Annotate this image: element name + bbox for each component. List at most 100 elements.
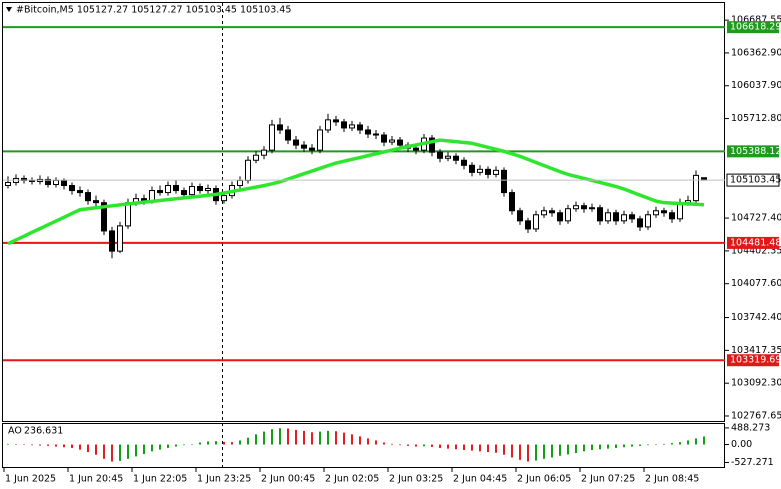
osc-bar <box>583 444 585 452</box>
current-price-box <box>726 173 780 187</box>
candle-body <box>85 192 91 202</box>
candle-body <box>381 134 387 143</box>
candle-body <box>277 124 283 131</box>
x-tick-label: 2 Jun 00:45 <box>261 474 315 485</box>
osc-bar <box>647 444 649 446</box>
candle-body <box>293 139 299 146</box>
osc-bar <box>279 428 281 445</box>
candle-body <box>69 185 75 192</box>
oscillator-pane-frame <box>2 423 725 468</box>
candle-body <box>341 121 347 129</box>
chart-title: #Bitcoin,M5 105127.27 105127.27 105103.4… <box>16 5 291 16</box>
x-tick-label: 2 Jun 06:05 <box>517 474 571 485</box>
candle-body <box>197 186 203 192</box>
osc-bar <box>383 442 385 445</box>
osc-bar <box>127 444 129 459</box>
x-tick-label: 2 Jun 04:45 <box>453 474 507 485</box>
candle-body <box>501 169 507 194</box>
osc-y-tick-label: -527.271 <box>731 457 774 468</box>
osc-bar <box>367 438 369 445</box>
candle-body <box>389 139 395 143</box>
candle-body <box>629 214 635 220</box>
candle-body <box>301 144 307 149</box>
osc-bar <box>591 444 593 450</box>
osc-bar <box>407 444 409 446</box>
candle-body <box>173 185 179 192</box>
candle-body <box>253 154 259 161</box>
candle-body <box>565 208 571 222</box>
candle-body <box>333 119 339 123</box>
candle-body <box>461 159 467 166</box>
candle-body <box>613 212 619 222</box>
osc-bar <box>327 430 329 445</box>
osc-bar <box>455 444 457 450</box>
osc-bar <box>191 444 193 445</box>
osc-bar <box>111 444 113 462</box>
y-tick-label: 106362.90 <box>731 47 781 58</box>
candle-body <box>493 169 499 175</box>
candle-body <box>509 192 515 212</box>
plot: 106687.55 106362.90 106037.90 105712.80 1047… <box>3 15 781 485</box>
osc-bar <box>503 444 505 455</box>
osc-bar <box>543 444 545 459</box>
candle-body <box>125 202 131 227</box>
candle-body <box>589 207 595 210</box>
osc-bar <box>615 444 617 448</box>
candle-body <box>397 139 403 146</box>
osc-bar <box>319 431 321 445</box>
osc-bar <box>519 444 521 460</box>
candle-body <box>661 210 667 214</box>
osc-bar <box>463 444 465 450</box>
y-tick-label: 103742.40 <box>731 312 781 323</box>
candle-body <box>429 137 435 153</box>
candle-body <box>557 212 563 222</box>
osc-bar <box>295 429 297 445</box>
osc-bar <box>39 444 41 446</box>
osc-bar <box>135 444 137 457</box>
osc-bar <box>479 444 481 452</box>
osc-bar <box>199 442 201 445</box>
level-label: 105388.12 <box>730 146 781 157</box>
osc-bar <box>655 444 657 446</box>
osc-name: AO <box>8 426 22 437</box>
osc-bar <box>487 444 489 453</box>
osc-bar <box>247 437 249 445</box>
osc-bar <box>703 436 705 445</box>
osc-bar <box>375 440 377 445</box>
osc-bar <box>143 444 145 455</box>
osc-bar <box>263 431 265 445</box>
y-tick-label: 104077.60 <box>731 278 781 289</box>
candle-body <box>205 188 211 192</box>
candle-body <box>485 168 491 175</box>
osc-bar <box>71 444 73 448</box>
osc-bar <box>23 444 25 446</box>
osc-bar <box>415 444 417 447</box>
osc-bar <box>679 442 681 445</box>
y-tick-label: 103417.35 <box>731 345 781 356</box>
osc-bar <box>695 438 697 445</box>
osc-y-tick-label: 0.00 <box>731 439 752 450</box>
osc-bar <box>567 444 569 455</box>
candle-body <box>693 174 699 202</box>
osc-bar <box>535 444 537 461</box>
osc-bar <box>351 434 353 445</box>
candle-body <box>221 195 227 202</box>
level-label: 104481.48 <box>730 237 781 248</box>
candle-body <box>621 214 627 222</box>
level-label-box <box>727 21 779 34</box>
osc-bar <box>303 430 305 445</box>
candle-body <box>237 179 243 187</box>
osc-bar <box>623 444 625 448</box>
osc-bar <box>359 436 361 445</box>
collapse-arrow <box>6 7 12 12</box>
candle-body <box>453 155 459 161</box>
osc-bar <box>119 444 121 461</box>
osc-bar <box>15 444 17 445</box>
candle-body <box>245 159 251 181</box>
osc-bar <box>167 444 169 448</box>
x-tick-label: 1 Jun 2025 <box>5 474 56 485</box>
y-tick-label: 104727.40 <box>731 213 781 224</box>
osc-bar <box>335 431 337 445</box>
osc-bar <box>223 441 225 445</box>
main-pane-frame <box>2 2 725 422</box>
